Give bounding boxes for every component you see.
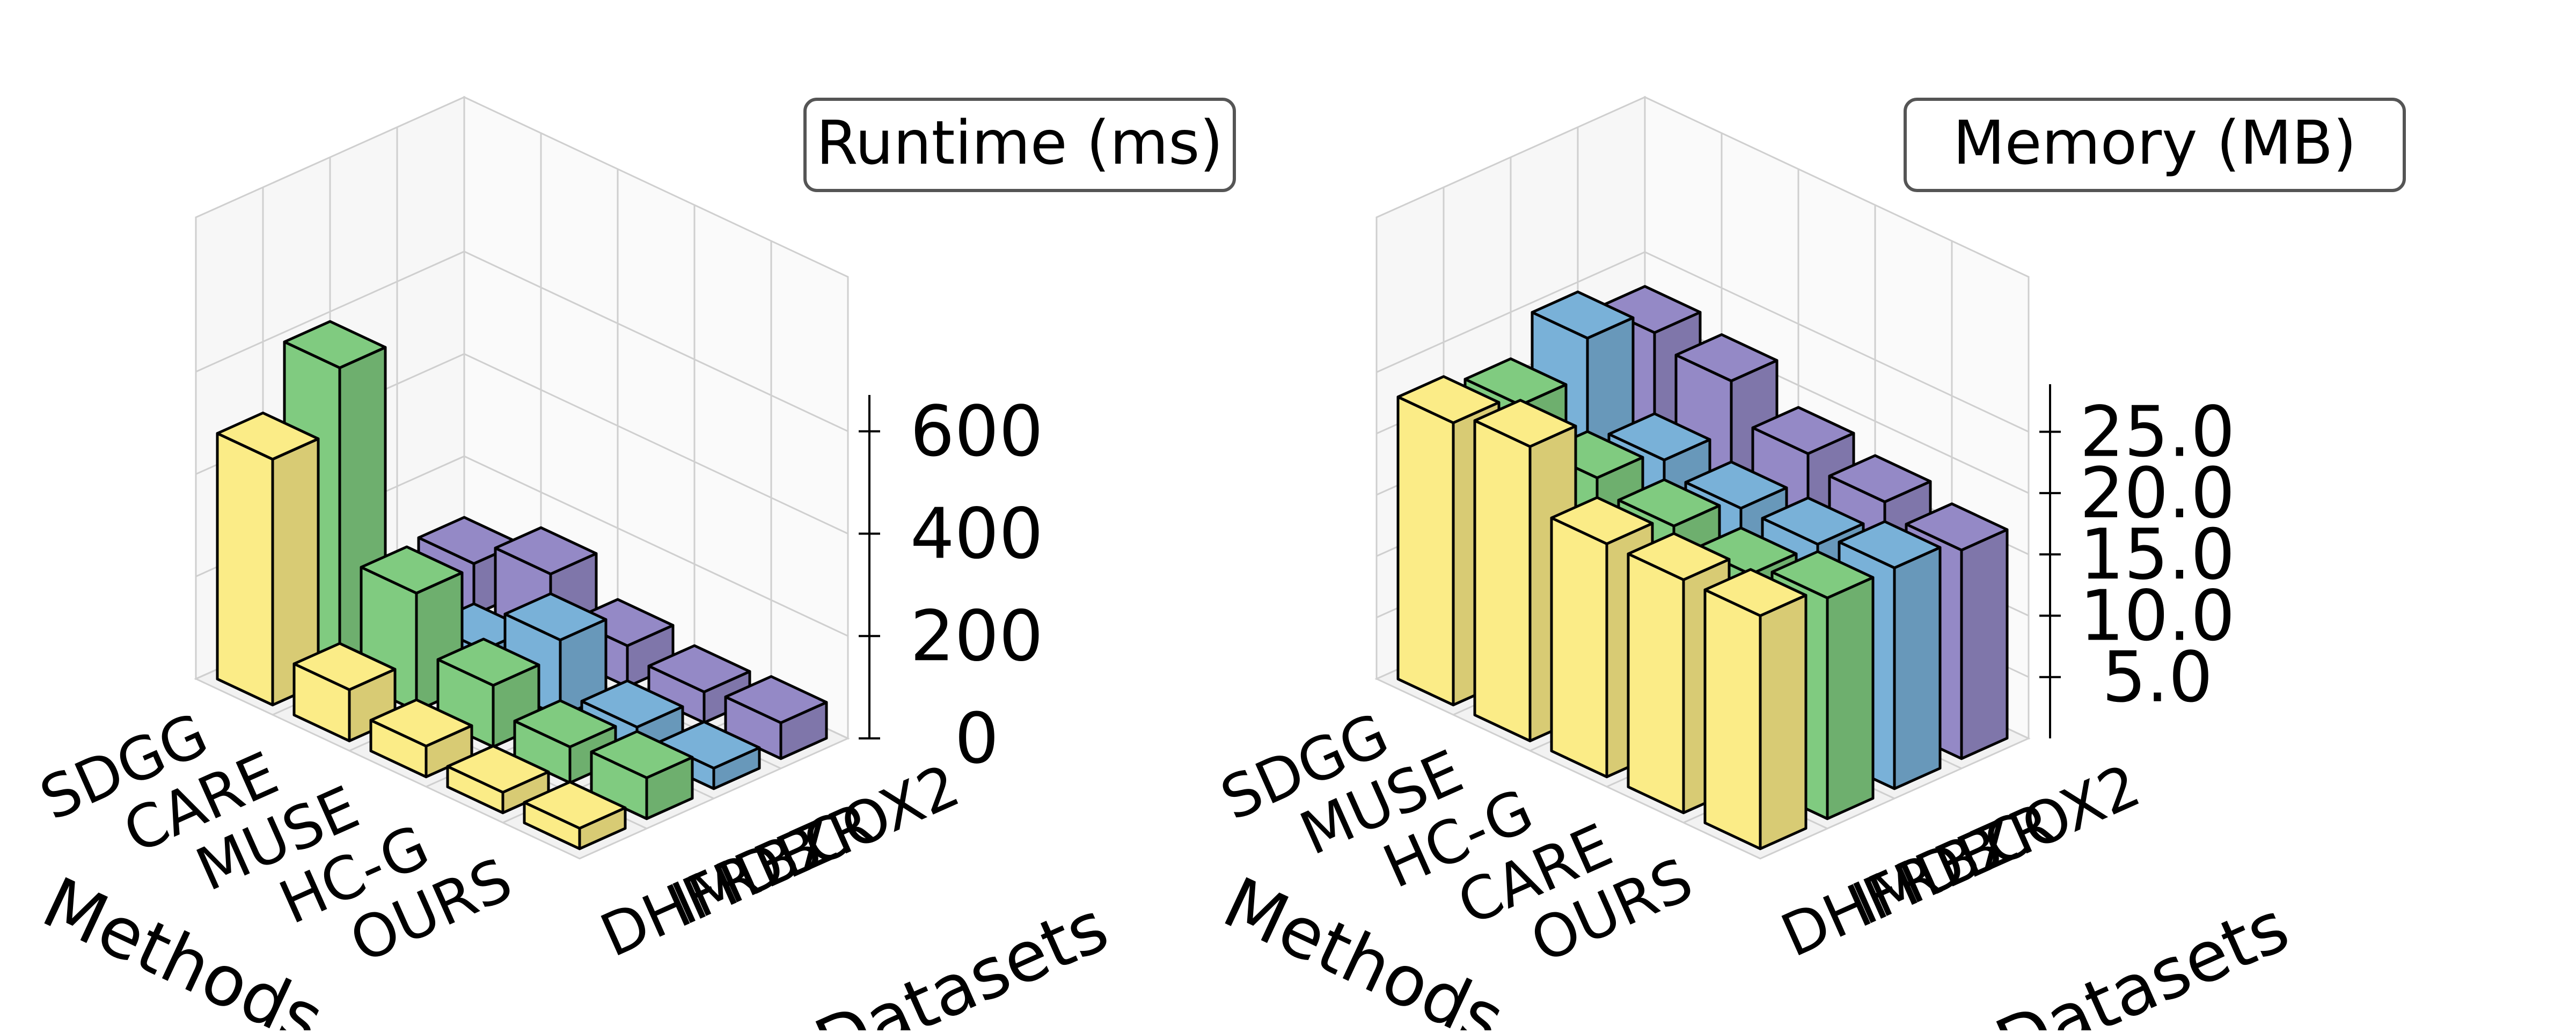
bar-ours-dhfr [523, 780, 627, 851]
title-box [803, 98, 1236, 192]
z-tick-label: 15.0 [2080, 514, 2235, 595]
y-axis-title: Datasets [1984, 885, 2300, 1030]
z-tick-label: 200 [910, 595, 1043, 677]
bar-ours-dhfr [1703, 568, 1807, 851]
chart-title: Runtime (ms) [816, 108, 1223, 178]
z-tick-label: 10.0 [2080, 575, 2235, 656]
chart-title: Memory (MB) [1953, 108, 2357, 178]
grid-line [195, 251, 848, 433]
bar-hc-g-dhfr [446, 744, 550, 815]
grid-line [1376, 251, 2029, 433]
z-tick-label: 400 [910, 493, 1043, 574]
z-tick-label: 5.0 [2102, 636, 2213, 718]
bar-sdgg-dhfr [216, 412, 320, 707]
title-box [1904, 98, 2406, 192]
z-tick-label: 20.0 [2080, 452, 2235, 534]
bar-muse-dhfr [369, 698, 473, 779]
dataset-label: COX2 [793, 751, 969, 880]
z-tick-label: 600 [910, 391, 1043, 472]
y-axis-title: Datasets [803, 885, 1119, 1030]
z-tick-label: 25.0 [2080, 391, 2235, 473]
bar-ours-cox2 [724, 675, 828, 760]
bar-ours-imdb [590, 730, 694, 820]
z-tick-label: 0 [955, 698, 999, 779]
dataset-label: COX2 [1974, 751, 2150, 880]
bar-care-dhfr [1627, 532, 1731, 815]
